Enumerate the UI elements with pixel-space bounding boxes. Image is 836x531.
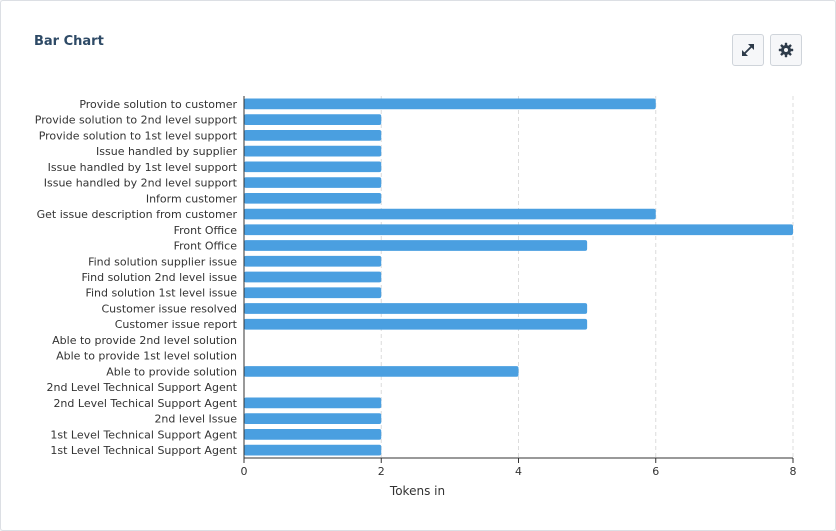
category-label: 2nd level Issue <box>154 413 237 426</box>
category-label: Provide solution to 2nd level support <box>35 114 238 127</box>
bar <box>244 129 382 141</box>
bar <box>244 208 656 220</box>
x-tick-label: 8 <box>790 465 797 478</box>
settings-button[interactable] <box>770 34 802 66</box>
bar <box>244 366 519 377</box>
bar <box>244 161 382 173</box>
bar <box>244 255 382 267</box>
category-label: Find solution 2nd level issue <box>82 271 238 284</box>
category-label: Find solution supplier issue <box>88 255 237 268</box>
x-axis-title: Tokens in <box>389 484 445 498</box>
category-label: Able to provide 2nd level solution <box>52 334 237 347</box>
category-label: 2nd Level Technical Support Agent <box>46 381 237 394</box>
bar <box>244 413 382 425</box>
category-label: Issue handled by 1st level support <box>48 161 238 174</box>
category-label: Able to provide 1st level solution <box>56 350 237 363</box>
category-label: Issue handled by supplier <box>96 145 237 158</box>
bar <box>244 397 382 409</box>
panel-title: Bar Chart <box>34 34 104 49</box>
x-tick-label: 0 <box>241 465 248 478</box>
bar <box>244 114 382 125</box>
category-label: Customer issue report <box>115 318 238 331</box>
bar <box>244 192 382 204</box>
category-label: Provide solution to 1st level support <box>39 129 238 142</box>
x-tick-label: 4 <box>515 465 522 478</box>
bar <box>244 224 793 236</box>
category-label: Find solution 1st level issue <box>85 287 237 300</box>
bar <box>244 303 588 314</box>
category-label: Issue handled by 2nd level support <box>44 177 238 190</box>
category-label: 2nd Level Techical Support Agent <box>53 397 237 410</box>
bar <box>244 287 382 299</box>
expand-button[interactable] <box>732 34 764 66</box>
gear-icon <box>778 42 794 58</box>
category-label: Customer issue resolved <box>101 302 237 315</box>
x-tick-label: 6 <box>652 465 659 478</box>
bar <box>244 318 588 330</box>
category-label: 1st Level Technical Support Agent <box>50 428 237 441</box>
category-label: Able to provide solution <box>106 365 237 378</box>
bar <box>244 240 588 251</box>
category-label: Front Office <box>174 224 238 237</box>
expand-arrows-icon <box>740 42 756 58</box>
category-label: Inform customer <box>146 192 238 205</box>
bar <box>244 271 382 283</box>
category-label: Front Office <box>174 240 238 253</box>
bar <box>244 429 382 440</box>
bar <box>244 98 656 110</box>
category-label: 1st Level Technical Support Agent <box>50 444 237 457</box>
bar <box>244 444 382 456</box>
category-label: Get issue description from customer <box>37 208 238 221</box>
bar <box>244 177 382 188</box>
bar <box>244 145 382 157</box>
category-label: Provide solution to customer <box>79 98 237 111</box>
x-tick-label: 2 <box>378 465 385 478</box>
